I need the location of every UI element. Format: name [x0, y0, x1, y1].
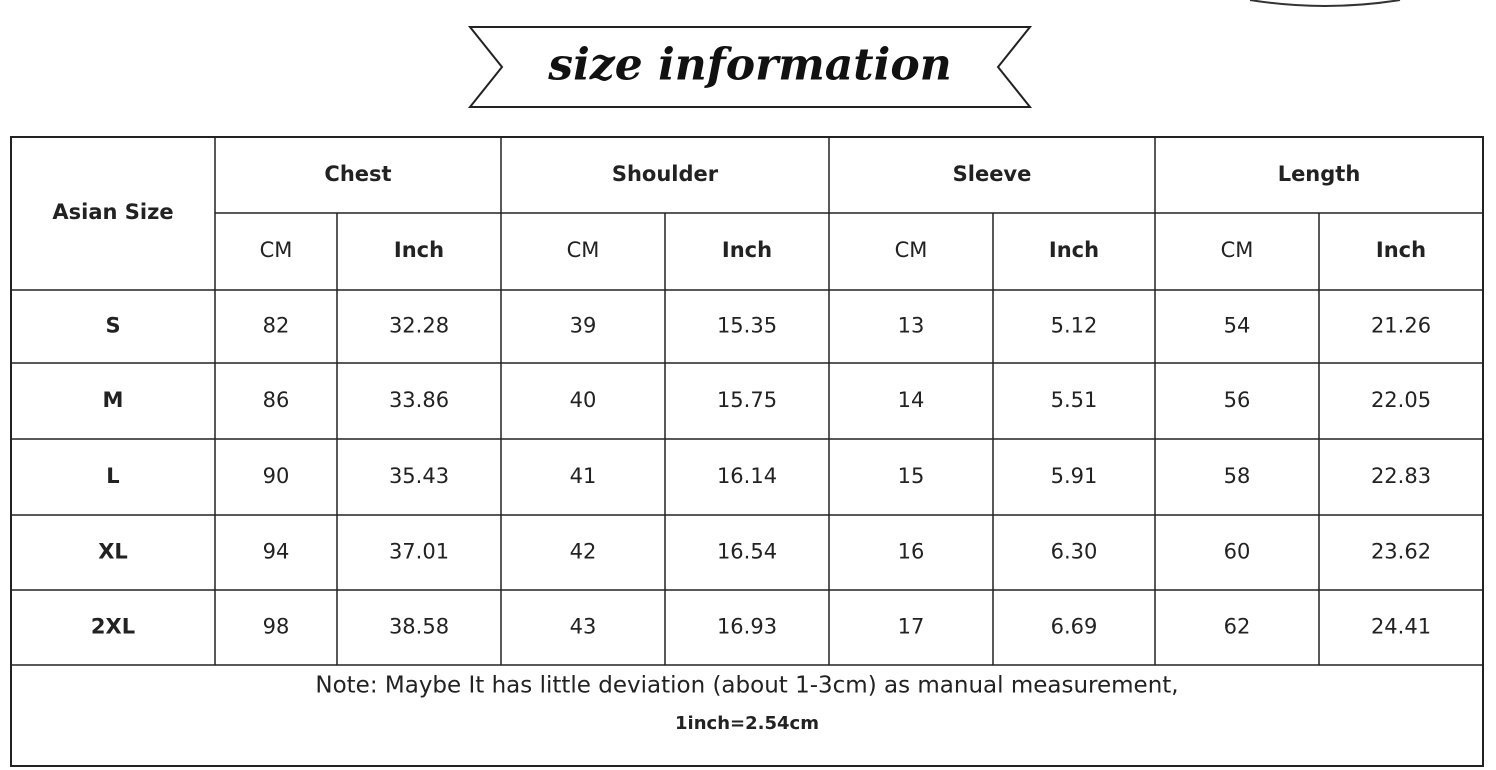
cell: 14	[898, 388, 925, 412]
group-header: Shoulder	[612, 162, 719, 186]
unit-header: Inch	[722, 238, 772, 262]
group-header: Chest	[324, 162, 391, 186]
title: size information	[547, 40, 951, 91]
cell: 35.43	[389, 464, 449, 488]
group-header: Sleeve	[953, 162, 1032, 186]
cell: 17	[898, 615, 925, 639]
title-banner	[467, 26, 1033, 108]
cell: 54	[1224, 314, 1251, 338]
size-label: L	[106, 464, 119, 488]
cell: 39	[570, 314, 597, 338]
cell: 5.12	[1051, 314, 1098, 338]
cell: 16	[898, 540, 925, 564]
size-label: S	[105, 314, 120, 338]
group-header: Length	[1278, 162, 1361, 186]
unit-header: CM	[567, 238, 600, 262]
cell: 6.30	[1051, 540, 1098, 564]
cell: 15.75	[717, 388, 777, 412]
cell: 15	[898, 464, 925, 488]
cell: 58	[1224, 464, 1251, 488]
cell: 16.14	[717, 464, 777, 488]
unit-header: CM	[260, 238, 293, 262]
unit-header: Inch	[394, 238, 444, 262]
cell: 60	[1224, 540, 1251, 564]
conversion: 1inch=2.54cm	[675, 713, 819, 734]
size-label: 2XL	[91, 615, 135, 639]
cell: 41	[570, 464, 597, 488]
cell: 43	[570, 615, 597, 639]
cell: 5.51	[1051, 388, 1098, 412]
cell: 56	[1224, 388, 1251, 412]
cell: 22.05	[1371, 388, 1431, 412]
cell: 33.86	[389, 388, 449, 412]
cell: 82	[263, 314, 290, 338]
unit-header: CM	[895, 238, 928, 262]
cell: 23.62	[1371, 540, 1431, 564]
cell: 15.35	[717, 314, 777, 338]
size-header: Asian Size	[52, 200, 173, 224]
cell: 94	[263, 540, 290, 564]
cell: 16.54	[717, 540, 777, 564]
cell: 86	[263, 388, 290, 412]
cell: 22.83	[1371, 464, 1431, 488]
cell: 42	[570, 540, 597, 564]
cell: 32.28	[389, 314, 449, 338]
unit-header: Inch	[1049, 238, 1099, 262]
cell: 21.26	[1371, 314, 1431, 338]
cell: 62	[1224, 615, 1251, 639]
cell: 98	[263, 615, 290, 639]
table-border	[10, 136, 1484, 767]
unit-header: Inch	[1376, 238, 1426, 262]
note: Note: Maybe It has little deviation (abo…	[315, 673, 1178, 699]
unit-header: CM	[1221, 238, 1254, 262]
size-label: XL	[98, 540, 128, 564]
cell: 40	[570, 388, 597, 412]
size-label: M	[103, 388, 124, 412]
cell: 24.41	[1371, 615, 1431, 639]
decoration	[1249, 0, 1401, 7]
cell: 37.01	[389, 540, 449, 564]
cell: 6.69	[1051, 615, 1098, 639]
cell: 16.93	[717, 615, 777, 639]
cell: 90	[263, 464, 290, 488]
cell: 13	[898, 314, 925, 338]
cell: 5.91	[1051, 464, 1098, 488]
cell: 38.58	[389, 615, 449, 639]
